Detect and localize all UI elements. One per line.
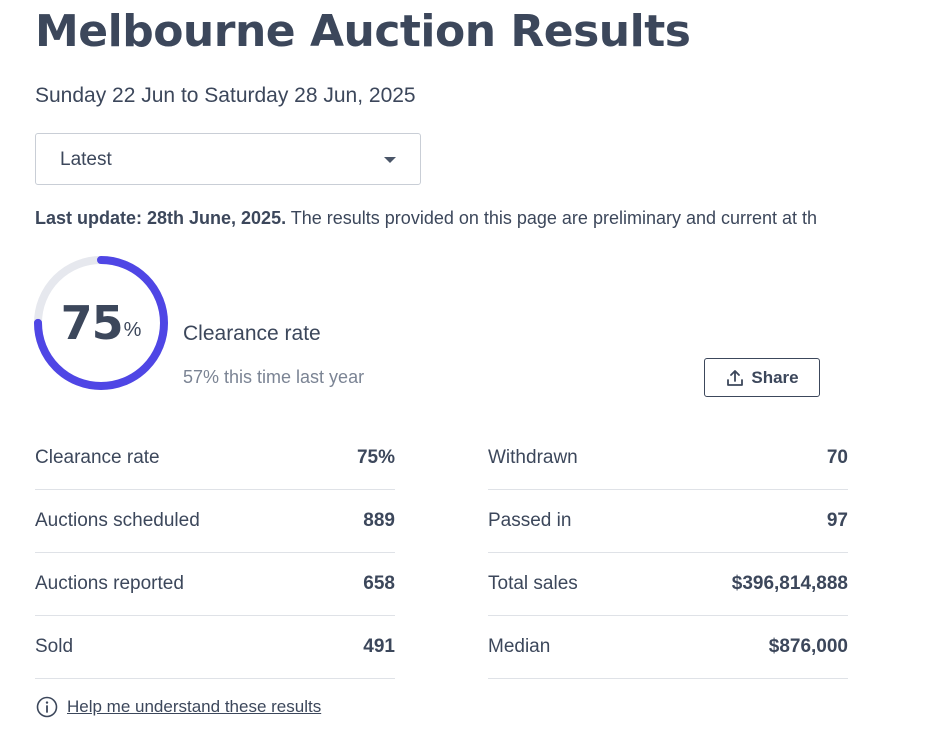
update-notice-text: The results provided on this page are pr… <box>290 208 818 228</box>
clearance-rate-last-year: 57% this time last year <box>183 367 365 387</box>
period-select[interactable]: Latest <box>35 133 421 185</box>
stat-label: Withdrawn <box>488 447 578 468</box>
help-link[interactable]: Help me understand these results <box>67 697 322 716</box>
clearance-rate-unit: % <box>123 318 142 341</box>
stat-row: Passed in 97 <box>488 490 848 553</box>
stat-label: Median <box>488 636 551 657</box>
stat-row: Auctions scheduled 889 <box>35 490 395 553</box>
stat-value: 491 <box>363 636 395 657</box>
help-section: Help me understand these results <box>36 696 321 718</box>
stat-label: Auctions reported <box>35 573 184 594</box>
stat-label: Sold <box>35 636 74 657</box>
stat-value: $876,000 <box>768 636 848 657</box>
clearance-rate-ring <box>34 256 168 390</box>
clearance-rate-number: 75 <box>60 296 124 350</box>
stat-value: 658 <box>363 573 395 594</box>
stat-value: 75% <box>356 447 395 468</box>
stat-value: 70 <box>826 447 848 468</box>
clearance-ring-progress <box>34 256 168 390</box>
stat-value: 889 <box>363 510 395 531</box>
share-button[interactable]: Share <box>704 358 820 397</box>
period-select-value: Latest <box>60 149 112 170</box>
stat-row: Auctions reported 658 <box>35 553 395 616</box>
stats-table-left: Clearance rate 75% Auctions scheduled 88… <box>35 427 395 679</box>
stat-row: Withdrawn 70 <box>488 427 848 490</box>
share-button-label: Share <box>751 367 799 387</box>
info-icon <box>36 696 58 718</box>
update-notice-label: Last update: 28th June, 2025. <box>35 208 287 228</box>
stat-row: Sold 491 <box>35 616 395 679</box>
stat-label: Auctions scheduled <box>35 510 200 531</box>
stat-row: Total sales $396,814,888 <box>488 553 848 616</box>
stat-label: Total sales <box>488 573 578 594</box>
stat-label: Passed in <box>488 510 572 531</box>
date-range: Sunday 22 Jun to Saturday 28 Jun, 2025 <box>35 84 416 107</box>
stat-value: $396,814,888 <box>731 573 848 594</box>
stat-label: Clearance rate <box>35 447 160 468</box>
stat-value: 97 <box>826 510 848 531</box>
page-title: Melbourne Auction Results <box>35 6 691 57</box>
share-icon <box>727 369 744 386</box>
clearance-rate-display: 75 % <box>33 255 169 391</box>
clearance-rate-label: Clearance rate <box>183 322 321 345</box>
chevron-down-icon <box>384 157 396 163</box>
update-notice: Last update: 28th June, 2025. The result… <box>35 208 928 229</box>
stats-table-right: Withdrawn 70 Passed in 97 Total sales $3… <box>488 427 848 679</box>
stat-row: Clearance rate 75% <box>35 427 395 490</box>
stat-row: Median $876,000 <box>488 616 848 679</box>
